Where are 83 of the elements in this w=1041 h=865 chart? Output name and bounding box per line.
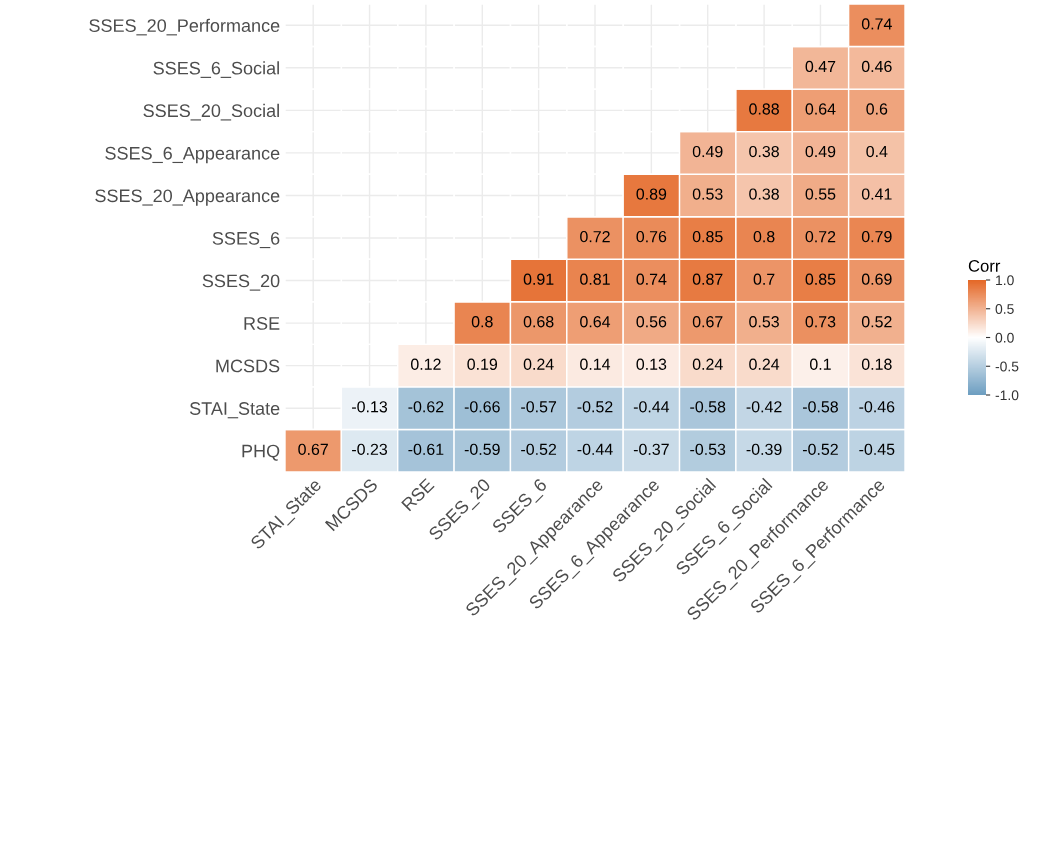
data-label: -0.52 (521, 443, 557, 456)
color-bar-label: -0.5 (995, 361, 1019, 372)
data-label: 0.81 (580, 273, 610, 285)
y-tick-label: PHQ (242, 444, 280, 461)
data-label: 0.14 (580, 358, 611, 370)
data-label: -0.52 (802, 443, 838, 456)
data-label: 0.87 (692, 273, 723, 285)
color-bar-label: 1.0 (996, 275, 1014, 286)
data-label: 0.24 (692, 358, 723, 370)
data-label: 0.64 (580, 316, 611, 328)
data-label: -0.23 (352, 443, 388, 456)
data-label: -0.45 (859, 443, 895, 456)
data-label: 0.49 (692, 145, 723, 158)
data-label: -0.52 (577, 401, 613, 413)
data-label: 0.38 (749, 145, 779, 158)
data-label: 0.24 (749, 358, 780, 370)
data-label: -0.44 (577, 443, 613, 456)
y-tick-label: SSES_6_Appearance (105, 146, 280, 164)
data-label: 0.12 (410, 358, 441, 370)
data-label: 0.24 (523, 358, 554, 370)
data-label: -0.61 (408, 443, 444, 456)
y-tick-label: SSES_20_Appearance (95, 189, 280, 206)
y-tick-label: RSE (244, 317, 280, 330)
data-label: 0.49 (805, 145, 836, 158)
data-label: -0.46 (859, 401, 895, 413)
color-bar-label: -1.0 (995, 390, 1019, 401)
data-label: 0.68 (523, 316, 554, 328)
data-label: 0.7 (753, 273, 775, 285)
data-label: -0.66 (464, 401, 500, 413)
data-label: -0.58 (690, 401, 726, 413)
y-tick-label: STAI_State (189, 402, 280, 419)
y-tick-label: SSES_20 (202, 274, 280, 291)
data-label: 0.85 (805, 273, 836, 285)
data-label: 0.72 (580, 230, 610, 243)
data-label: -0.13 (352, 401, 388, 413)
data-label: 0.41 (861, 188, 892, 200)
y-tick-label: MCSDS (216, 359, 280, 373)
data-label: 0.67 (298, 443, 328, 456)
data-label: 0.76 (636, 230, 667, 243)
data-label: -0.44 (633, 401, 670, 413)
data-label: 0.46 (861, 60, 892, 73)
data-label: 0.47 (805, 60, 836, 73)
data-label: 0.52 (861, 316, 892, 328)
color-bar-label: 0.0 (995, 332, 1014, 343)
data-label: 0.6 (866, 103, 888, 115)
data-label: 0.88 (749, 103, 779, 115)
data-label: -0.39 (746, 443, 782, 456)
data-label: 0.13 (636, 358, 667, 370)
y-tick-label: SSES_6_Social (153, 61, 279, 78)
data-label: 0.8 (471, 316, 493, 328)
data-label: -0.42 (746, 401, 782, 413)
color-bar-title: Corr (968, 260, 1001, 272)
data-label: -0.37 (633, 443, 669, 456)
data-label: 0.53 (692, 188, 723, 200)
data-label: 0.56 (636, 316, 667, 328)
data-label: -0.59 (464, 443, 500, 456)
y-tick-label: SSES_6 (212, 231, 280, 249)
data-label: 0.55 (805, 188, 836, 200)
data-label: -0.53 (690, 443, 726, 456)
data-label: 0.89 (636, 188, 667, 200)
data-label: 0.79 (861, 230, 892, 243)
data-label: -0.62 (408, 401, 444, 413)
data-label: 0.1 (809, 358, 831, 370)
data-label: 0.85 (692, 230, 723, 243)
data-label: 0.72 (805, 230, 836, 243)
data-label: 0.4 (866, 145, 888, 158)
data-label: 0.69 (861, 273, 892, 285)
data-label: 0.19 (467, 358, 498, 370)
data-label: 0.91 (523, 273, 554, 285)
data-label: 0.74 (861, 18, 892, 30)
data-label: 0.73 (805, 316, 836, 328)
data-label: 0.8 (753, 230, 775, 243)
data-label: 0.53 (749, 316, 779, 328)
data-label: -0.58 (802, 401, 838, 413)
data-label: -0.57 (521, 401, 557, 413)
y-tick-label: SSES_20_Performance (89, 18, 280, 36)
y-tick-label: SSES_20_Social (143, 103, 279, 121)
data-label: 0.38 (749, 188, 779, 200)
data-label: 0.74 (636, 273, 667, 285)
data-label: 0.67 (692, 316, 723, 328)
data-label: 0.64 (805, 103, 836, 115)
data-label: 0.18 (861, 358, 892, 370)
color-bar-label: 0.5 (995, 304, 1014, 314)
